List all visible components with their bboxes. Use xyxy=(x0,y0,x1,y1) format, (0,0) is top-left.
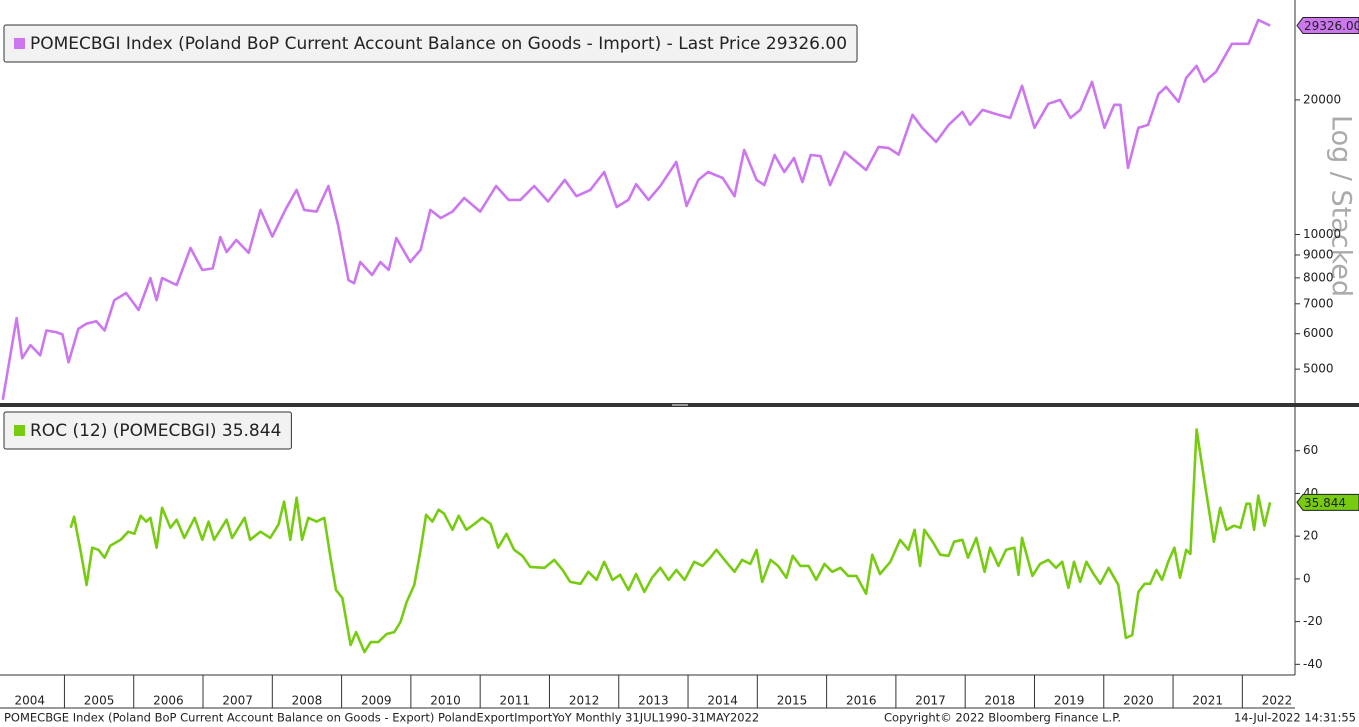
x-tick-label: 2019 xyxy=(1054,694,1085,708)
y-tick-label: 9000 xyxy=(1303,247,1334,261)
y-tick-label: 20 xyxy=(1303,529,1318,543)
x-tick-label: 2017 xyxy=(915,694,946,708)
plot-area xyxy=(1,18,1271,401)
x-tick-label: 2022 xyxy=(1262,694,1293,708)
x-tick-label: 2013 xyxy=(638,694,669,708)
x-tick-label: 2011 xyxy=(500,694,531,708)
x-tick-label: 2005 xyxy=(84,694,115,708)
scale-label: Log / Stacked xyxy=(1326,115,1357,297)
legend-box xyxy=(3,24,858,63)
x-tick-label: 2007 xyxy=(222,694,253,708)
y-tick-label: 10000 xyxy=(1303,227,1341,241)
x-tick-label: 2009 xyxy=(361,694,392,708)
last-value-tag xyxy=(1296,17,1359,35)
x-tick-label: 2015 xyxy=(777,694,808,708)
legend-text: POMECBGI Index (Poland BoP Current Accou… xyxy=(30,34,847,54)
last-value-label: 29326.00 xyxy=(1304,19,1359,33)
y-tick-label: 7000 xyxy=(1303,296,1334,310)
y-tick-label: 0 xyxy=(1303,571,1311,585)
data-line xyxy=(1,18,1271,401)
x-tick-label: 2010 xyxy=(430,694,461,708)
x-tick-label: 2006 xyxy=(153,694,184,708)
footer-timestamp: 14-Jul-2022 14:31:55 xyxy=(1234,711,1356,725)
x-tick-label: 2016 xyxy=(846,694,877,708)
last-value-label: 35.844 xyxy=(1304,496,1346,510)
y-tick-label: -20 xyxy=(1303,614,1323,628)
y-tick-label: 20000 xyxy=(1303,92,1341,106)
x-tick-label: 2020 xyxy=(1123,694,1154,708)
x-tick-label: 2021 xyxy=(1192,694,1223,708)
y-tick-label: 8000 xyxy=(1303,270,1334,284)
x-tick-label: 2012 xyxy=(569,694,600,708)
legend-text: ROC (12) (POMECBGI) 35.844 xyxy=(30,421,281,441)
y-tick-label: 6000 xyxy=(1303,326,1334,340)
plot-area xyxy=(69,428,1272,654)
legend-swatch xyxy=(14,38,25,49)
x-tick-label: 2014 xyxy=(707,694,738,708)
y-tick-label: 5000 xyxy=(1303,362,1334,376)
footer-source: POMECBGE Index (Poland BoP Current Accou… xyxy=(4,711,759,725)
legend-swatch xyxy=(14,425,25,436)
legend-box xyxy=(3,411,292,450)
x-tick-label: 2004 xyxy=(15,694,46,708)
data-line xyxy=(69,428,1272,654)
x-tick-label: 2008 xyxy=(292,694,323,708)
y-tick-label: 60 xyxy=(1303,443,1318,457)
y-tick-label: -40 xyxy=(1303,657,1323,671)
separator-handle xyxy=(672,404,688,406)
x-tick-label: 2018 xyxy=(985,694,1016,708)
footer-copyright: Copyright© 2022 Bloomberg Finance L.P. xyxy=(884,711,1121,725)
last-value-tag xyxy=(1296,493,1359,511)
